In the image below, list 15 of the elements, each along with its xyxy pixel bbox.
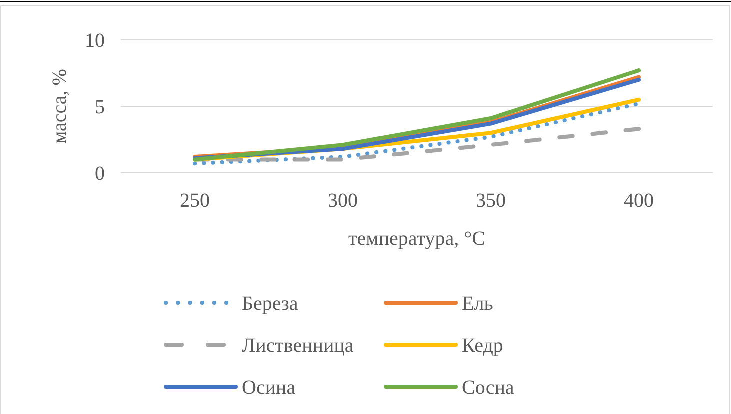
y-axis-title: масса, % — [49, 69, 71, 144]
legend-label: Осина — [242, 377, 296, 399]
x-tick-label: 350 — [476, 190, 506, 212]
legend-label: Лиственница — [242, 335, 354, 357]
legend-label: Сосна — [462, 377, 514, 399]
legend-label: Береза — [242, 293, 298, 315]
y-tick-label: 10 — [85, 30, 105, 52]
x-tick-label: 250 — [180, 190, 210, 212]
legend-label: Ель — [462, 293, 494, 315]
y-tick-label: 0 — [95, 163, 105, 185]
y-tick-label: 5 — [95, 96, 105, 118]
x-tick-label: 400 — [624, 190, 654, 212]
x-tick-label: 300 — [328, 190, 358, 212]
x-axis-title: температура, °C — [348, 228, 486, 250]
legend-label: Кедр — [462, 335, 504, 357]
